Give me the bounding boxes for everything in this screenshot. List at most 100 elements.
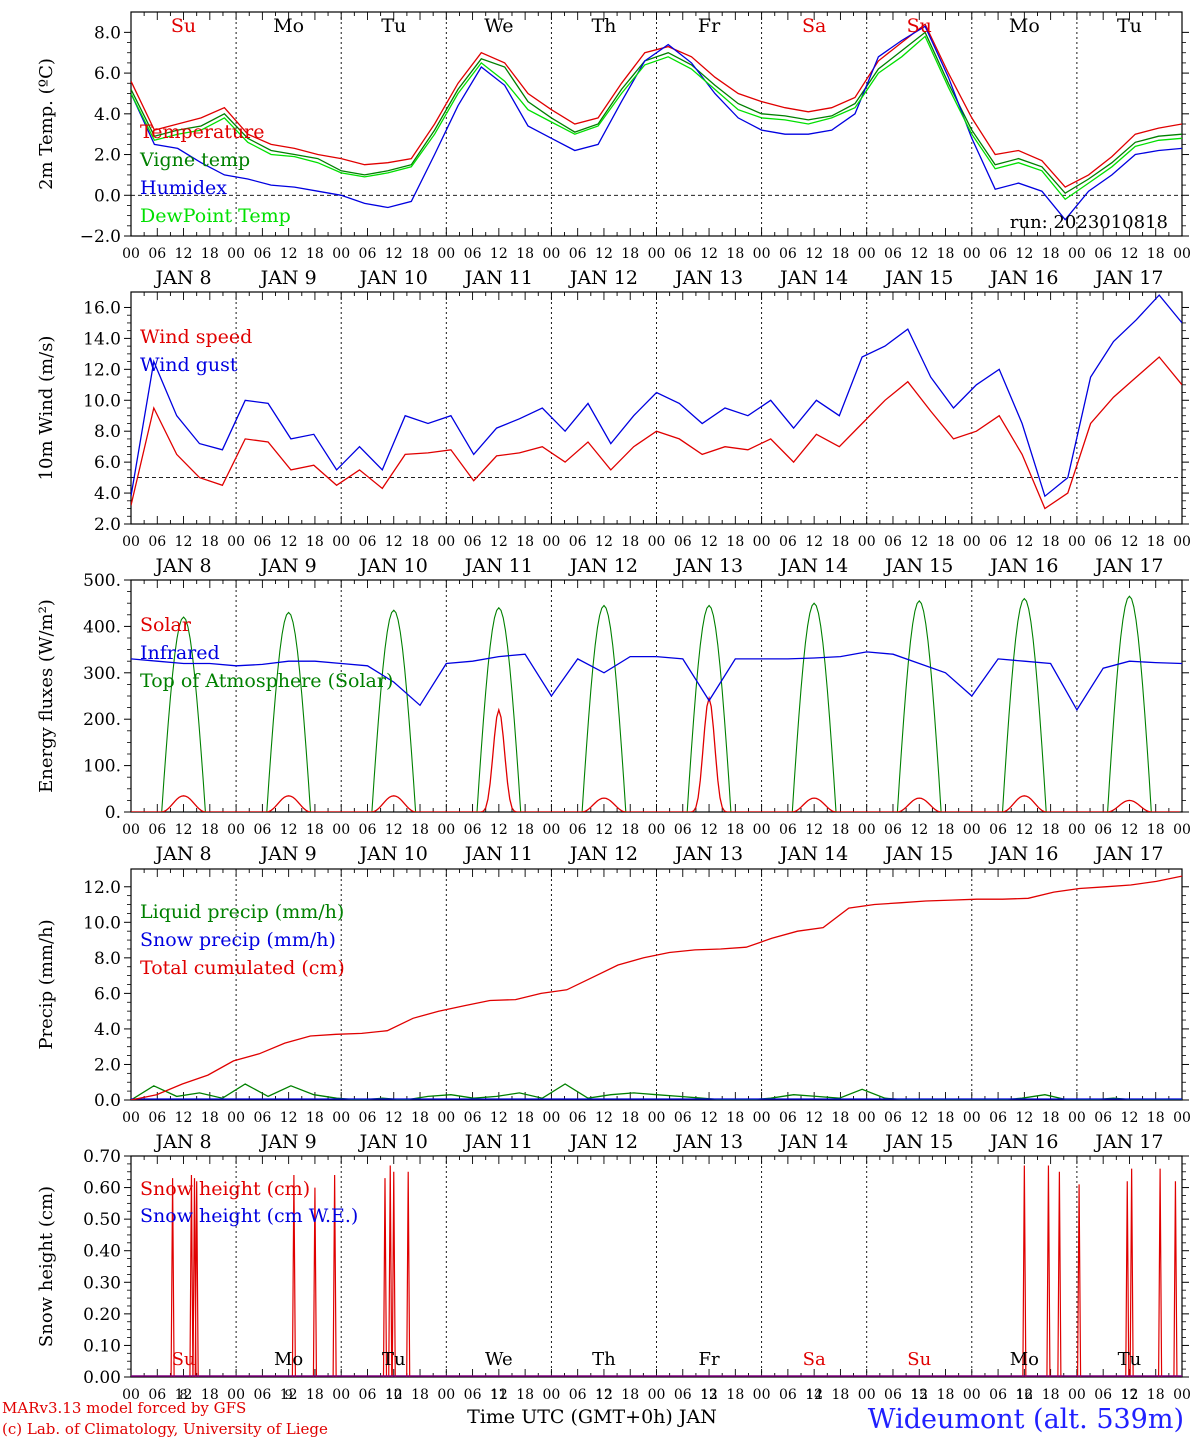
x-hour-label: 12 xyxy=(385,1110,403,1126)
x-hour-label: 18 xyxy=(411,822,429,838)
day-number-label: 8 xyxy=(179,1388,187,1403)
x-hour-label: 00 xyxy=(437,534,455,550)
x-day-label: JAN 13 xyxy=(673,843,743,865)
x-hour-label: 00 xyxy=(753,534,771,550)
x-day-label: JAN 10 xyxy=(358,843,428,865)
weekday-label: Mo xyxy=(1010,1349,1039,1370)
x-hour-label: 12 xyxy=(700,1110,718,1126)
y-tick-label: 100. xyxy=(83,757,121,777)
x-hour-label: 06 xyxy=(253,1110,271,1126)
x-hour-label: 18 xyxy=(1147,1387,1165,1403)
x-hour-label: 00 xyxy=(648,822,666,838)
x-day-label: JAN 13 xyxy=(673,267,743,289)
y-axis-label: Energy fluxes (W/m²) xyxy=(36,599,57,793)
x-hour-label: 00 xyxy=(227,1110,245,1126)
x-hour-label: 12 xyxy=(910,1387,928,1403)
y-tick-label: 2.0 xyxy=(94,515,121,535)
weekday-label: Su xyxy=(907,1349,931,1370)
x-hour-label: 06 xyxy=(359,1110,377,1126)
x-hour-label: 18 xyxy=(937,822,955,838)
x-hour-label: 12 xyxy=(385,534,403,550)
series-temperature xyxy=(131,23,1182,188)
x-hour-label: 06 xyxy=(884,246,902,262)
x-hour-label: 18 xyxy=(726,1110,744,1126)
x-day-label: JAN 12 xyxy=(568,843,638,865)
x-hour-label: 12 xyxy=(385,246,403,262)
series-wind-speed xyxy=(131,356,1182,510)
x-day-label: JAN 13 xyxy=(673,555,743,577)
credit-line-1: MARv3.13 model forced by GFS xyxy=(2,1399,246,1417)
snow-height-spike xyxy=(291,1174,297,1377)
x-day-label: JAN 9 xyxy=(259,843,317,865)
y-tick-label: 6.0 xyxy=(94,64,121,84)
snow-height-spike xyxy=(1022,1165,1027,1377)
x-hour-label: 00 xyxy=(437,822,455,838)
x-hour-label: 00 xyxy=(1068,246,1086,262)
weekday-label: Sa xyxy=(802,15,826,37)
snow-height-spike xyxy=(391,1171,396,1377)
x-hour-label: 06 xyxy=(253,534,271,550)
x-hour-label: 18 xyxy=(1147,534,1165,550)
x-hour-label: 18 xyxy=(621,1387,639,1403)
x-day-label: JAN 10 xyxy=(358,267,428,289)
x-day-label: JAN 15 xyxy=(883,843,953,865)
x-hour-label: 06 xyxy=(464,822,482,838)
x-hour-label: 00 xyxy=(1173,1387,1191,1403)
y-tick-label: 2.0 xyxy=(94,1055,121,1075)
x-hour-label: 06 xyxy=(148,246,166,262)
x-hour-label: 18 xyxy=(937,1110,955,1126)
x-hour-label: 00 xyxy=(1173,1110,1191,1126)
x-hour-label: 00 xyxy=(858,246,876,262)
x-hour-label: 06 xyxy=(989,1387,1007,1403)
x-hour-label: 00 xyxy=(648,1387,666,1403)
day-number-label: 13 xyxy=(701,1388,718,1403)
x-hour-label: 18 xyxy=(937,1387,955,1403)
x-hour-label: 12 xyxy=(595,822,613,838)
panel-2: 2.0 4.0 6.0 8.0 10.0 12.0 14.0 16.0 10m Wind (m/… xyxy=(36,291,1191,577)
x-hour-label: 12 xyxy=(1121,1110,1139,1126)
x-hour-label: 18 xyxy=(621,246,639,262)
y-tick-label: 500. xyxy=(83,571,121,591)
y-tick-label: 0.0 xyxy=(94,186,121,206)
x-hour-label: 12 xyxy=(700,534,718,550)
x-hour-label: 18 xyxy=(201,1110,219,1126)
x-hour-label: 00 xyxy=(1068,534,1086,550)
y-tick-label: 0.70 xyxy=(83,1147,121,1167)
y-axis-label: Snow height (cm) xyxy=(36,1186,57,1347)
x-hour-label: 00 xyxy=(332,822,350,838)
x-hour-label: 12 xyxy=(595,534,613,550)
x-hour-label: 06 xyxy=(148,1387,166,1403)
x-hour-label: 12 xyxy=(1121,534,1139,550)
x-day-label: JAN 11 xyxy=(463,267,533,289)
series-group xyxy=(131,875,1182,1100)
snow-height-spike xyxy=(1158,1168,1163,1377)
x-hour-label: 18 xyxy=(1147,822,1165,838)
weekday-label: Tu xyxy=(382,1349,406,1370)
y-tick-label: 8.0 xyxy=(94,949,121,969)
x-hour-label: 06 xyxy=(569,246,587,262)
panels: −2.0 0.0 2.0 4.0 6.0 8.0 2m Temp. (ºC) 00 06 12 18… xyxy=(36,11,1191,1403)
x-hour-label: 18 xyxy=(832,246,850,262)
x-hour-label: 00 xyxy=(542,534,560,550)
snow-height-spike xyxy=(1076,1184,1082,1377)
x-hour-label: 12 xyxy=(1015,534,1033,550)
x-hour-label: 00 xyxy=(437,246,455,262)
x-hour-label: 06 xyxy=(359,246,377,262)
x-hour-label: 18 xyxy=(1042,1110,1060,1126)
x-hour-label: 12 xyxy=(490,1387,508,1403)
x-hour-label: 00 xyxy=(753,822,771,838)
x-day-label: JAN 14 xyxy=(778,1131,848,1153)
x-day-label: JAN 17 xyxy=(1093,843,1163,865)
y-tick-label: 8.0 xyxy=(94,23,121,43)
x-hour-label: 00 xyxy=(332,1110,350,1126)
y-tick-label: 0.60 xyxy=(83,1179,121,1199)
x-hour-label: 00 xyxy=(1173,822,1191,838)
x-day-label: JAN 9 xyxy=(259,1131,317,1153)
snow-height-spike xyxy=(1125,1181,1130,1377)
x-hour-label: 18 xyxy=(411,1387,429,1403)
x-hour-label: 12 xyxy=(1015,822,1033,838)
x-hour-label: 18 xyxy=(832,1387,850,1403)
y-tick-label: 4.0 xyxy=(94,484,121,504)
x-hour-label: 12 xyxy=(175,534,193,550)
